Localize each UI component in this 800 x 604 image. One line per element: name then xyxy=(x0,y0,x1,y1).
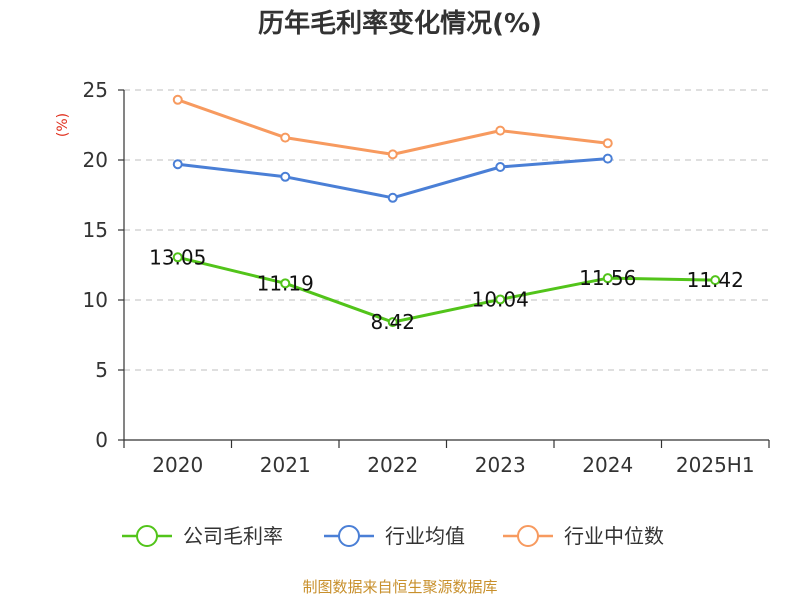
x-tick-label-2025H1: 2025H1 xyxy=(676,453,755,477)
series-2-point-2020 xyxy=(172,94,183,105)
legend-label-2: 行业中位数 xyxy=(564,524,664,548)
legend-swatch-marker-1 xyxy=(338,525,360,547)
x-tick-label-2022: 2022 xyxy=(367,453,418,477)
series-line-0 xyxy=(177,255,716,324)
legend-item-2: 行业中位数 xyxy=(503,524,664,548)
chart-title: 历年毛利率变化情况(%) xyxy=(258,8,542,39)
x-tick-label-2020: 2020 xyxy=(152,453,203,477)
series-0-point-2020 xyxy=(172,252,183,263)
series-0-point-2022 xyxy=(387,317,398,328)
data-label-2025H1: 11.42 xyxy=(687,268,744,292)
legend-swatch-marker-0 xyxy=(136,525,158,547)
series-2-point-2024 xyxy=(602,138,613,149)
y-tick-label-15: 15 xyxy=(83,218,108,242)
y-tick-label-5: 5 xyxy=(95,358,108,382)
axes: 0 5 10 15 20 25 2020 2021 2022 2023 2024 2025H1 xyxy=(83,78,770,477)
series-1-point-2020 xyxy=(172,159,183,170)
data-labels: 13.05 11.19 8.42 10.04 11.56 11.42 xyxy=(149,245,744,334)
x-tick-label-2024: 2024 xyxy=(582,453,633,477)
series-line-1 xyxy=(177,157,608,200)
data-label-2022: 8.42 xyxy=(370,310,415,334)
y-tick-label-0: 0 xyxy=(95,428,108,452)
series-1-point-2023 xyxy=(495,162,506,172)
series-2-point-2022 xyxy=(387,149,398,160)
legend: 公司毛利率 行业均值 行业中位数 xyxy=(122,524,664,548)
y-tick-label-10: 10 xyxy=(83,288,108,312)
series-2-point-2021 xyxy=(280,132,291,143)
series-1-point-2024 xyxy=(602,153,613,164)
series-1-point-2021 xyxy=(280,171,291,182)
y-tick-label-20: 20 xyxy=(83,148,108,172)
legend-label-1: 行业均值 xyxy=(385,524,465,548)
series-0-point-2023 xyxy=(495,294,506,305)
y-tick-label-25: 25 xyxy=(83,78,108,102)
series-0-point-2021 xyxy=(280,278,291,289)
x-tick-label-2023: 2023 xyxy=(475,453,526,477)
series-line-2 xyxy=(177,98,608,156)
legend-item-1: 行业均值 xyxy=(324,524,465,548)
series-0-point-2025H1 xyxy=(710,275,721,286)
series-2-point-2023 xyxy=(495,125,506,136)
data-label-2023: 10.04 xyxy=(472,287,529,311)
data-label-2021: 11.19 xyxy=(257,271,314,295)
legend-item-0: 公司毛利率 xyxy=(122,524,283,548)
series-layer xyxy=(172,94,721,328)
legend-label-0: 公司毛利率 xyxy=(183,524,283,548)
data-label-2020: 13.05 xyxy=(149,245,206,269)
series-1-point-2022 xyxy=(387,192,398,203)
series-0-point-2024 xyxy=(602,273,613,284)
x-tick-label-2021: 2021 xyxy=(260,453,311,477)
grid-lines xyxy=(124,89,769,371)
source-note: 制图数据来自恒生聚源数据库 xyxy=(302,578,497,596)
y-axis-unit-label: (%) xyxy=(55,113,71,137)
data-label-2024: 11.56 xyxy=(579,266,636,290)
legend-swatch-marker-2 xyxy=(517,525,539,547)
